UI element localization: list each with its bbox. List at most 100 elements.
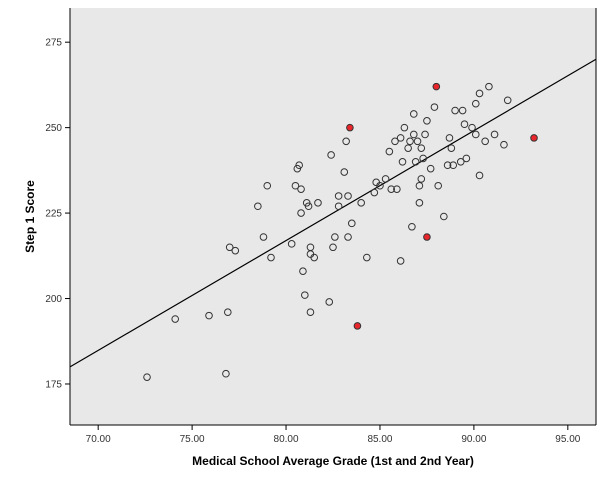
x-tick-label: 70.00 — [86, 434, 111, 445]
data-point — [475, 171, 484, 180]
data-point — [347, 219, 356, 228]
data-point — [468, 123, 476, 132]
highlighted-data-point — [346, 123, 354, 132]
data-point — [342, 137, 350, 146]
y-axis-title: Step 1 Score — [23, 180, 37, 253]
x-tick-label: 90.00 — [461, 434, 486, 445]
data-point — [291, 181, 300, 190]
data-point — [421, 130, 429, 139]
data-point — [451, 106, 459, 115]
data-point — [267, 253, 275, 262]
data-point — [331, 233, 339, 241]
data-point — [447, 144, 456, 152]
data-point — [387, 185, 396, 193]
data-point — [434, 181, 443, 190]
data-point — [287, 240, 296, 248]
data-point — [329, 243, 337, 252]
plot-background — [70, 8, 596, 425]
data-point — [396, 257, 405, 265]
data-point — [417, 144, 426, 152]
data-point — [143, 373, 151, 381]
data-point — [393, 185, 401, 193]
x-axis-title: Medical School Average Grade (1st and 2n… — [192, 454, 474, 468]
data-point — [231, 246, 240, 255]
highlighted-data-point — [432, 82, 441, 91]
data-point — [224, 308, 232, 317]
data-point — [426, 164, 435, 173]
data-point — [381, 175, 390, 183]
data-point — [415, 181, 424, 190]
y-tick-label: 275 — [45, 38, 62, 49]
highlighted-data-point — [423, 233, 431, 241]
x-tick-label: 80.00 — [274, 434, 299, 445]
data-point — [471, 130, 480, 139]
data-point — [297, 209, 305, 217]
data-point — [334, 192, 343, 200]
data-point — [409, 110, 418, 118]
data-point — [299, 267, 307, 275]
data-point — [295, 161, 303, 170]
x-tick-label: 75.00 — [180, 434, 205, 445]
data-point — [415, 199, 424, 207]
data-point — [406, 137, 414, 146]
data-point — [301, 291, 309, 299]
data-point — [297, 185, 305, 193]
data-point — [485, 82, 493, 91]
data-point — [411, 158, 420, 166]
data-point — [222, 369, 230, 378]
data-point — [404, 144, 412, 152]
data-point — [490, 130, 499, 139]
y-tick-label: 225 — [45, 209, 62, 220]
data-point — [449, 161, 458, 170]
data-point — [385, 147, 394, 156]
data-point — [503, 96, 512, 105]
data-point — [423, 116, 431, 125]
data-point — [500, 140, 508, 149]
data-point — [458, 106, 467, 115]
data-point — [462, 154, 471, 163]
data-point — [310, 253, 319, 262]
data-point — [344, 233, 352, 241]
data-point — [396, 134, 405, 142]
data-point — [409, 130, 418, 139]
y-tick-label: 175 — [45, 379, 62, 390]
data-point — [475, 89, 484, 98]
data-point — [263, 181, 272, 190]
data-point — [306, 308, 315, 317]
data-point — [440, 212, 448, 221]
data-point — [254, 202, 262, 211]
data-point — [400, 123, 409, 132]
data-point — [443, 161, 452, 170]
data-point — [327, 151, 335, 159]
data-point — [376, 181, 384, 190]
data-point — [408, 222, 416, 231]
data-point — [471, 99, 480, 108]
data-point — [456, 158, 465, 166]
data-point — [205, 311, 213, 320]
data-point — [460, 120, 469, 129]
data-point — [363, 253, 371, 262]
data-point — [225, 243, 234, 252]
y-tick-label: 250 — [45, 123, 62, 134]
data-point — [419, 154, 427, 163]
data-point — [334, 202, 343, 211]
data-point — [259, 233, 268, 241]
highlighted-data-point — [530, 134, 538, 142]
data-point — [357, 199, 365, 207]
data-point — [344, 192, 352, 200]
data-point — [430, 103, 439, 111]
data-point — [398, 158, 407, 166]
data-point — [325, 298, 334, 306]
data-point — [340, 168, 349, 176]
data-point — [445, 134, 454, 142]
y-tick-label: 200 — [45, 294, 62, 305]
data-point — [304, 202, 313, 211]
data-point — [370, 188, 379, 197]
fit-line — [69, 58, 597, 368]
x-tick-label: 85.00 — [367, 434, 392, 445]
data-point — [413, 137, 422, 146]
data-point — [171, 315, 179, 323]
data-point — [417, 175, 426, 183]
data-point — [481, 137, 489, 146]
